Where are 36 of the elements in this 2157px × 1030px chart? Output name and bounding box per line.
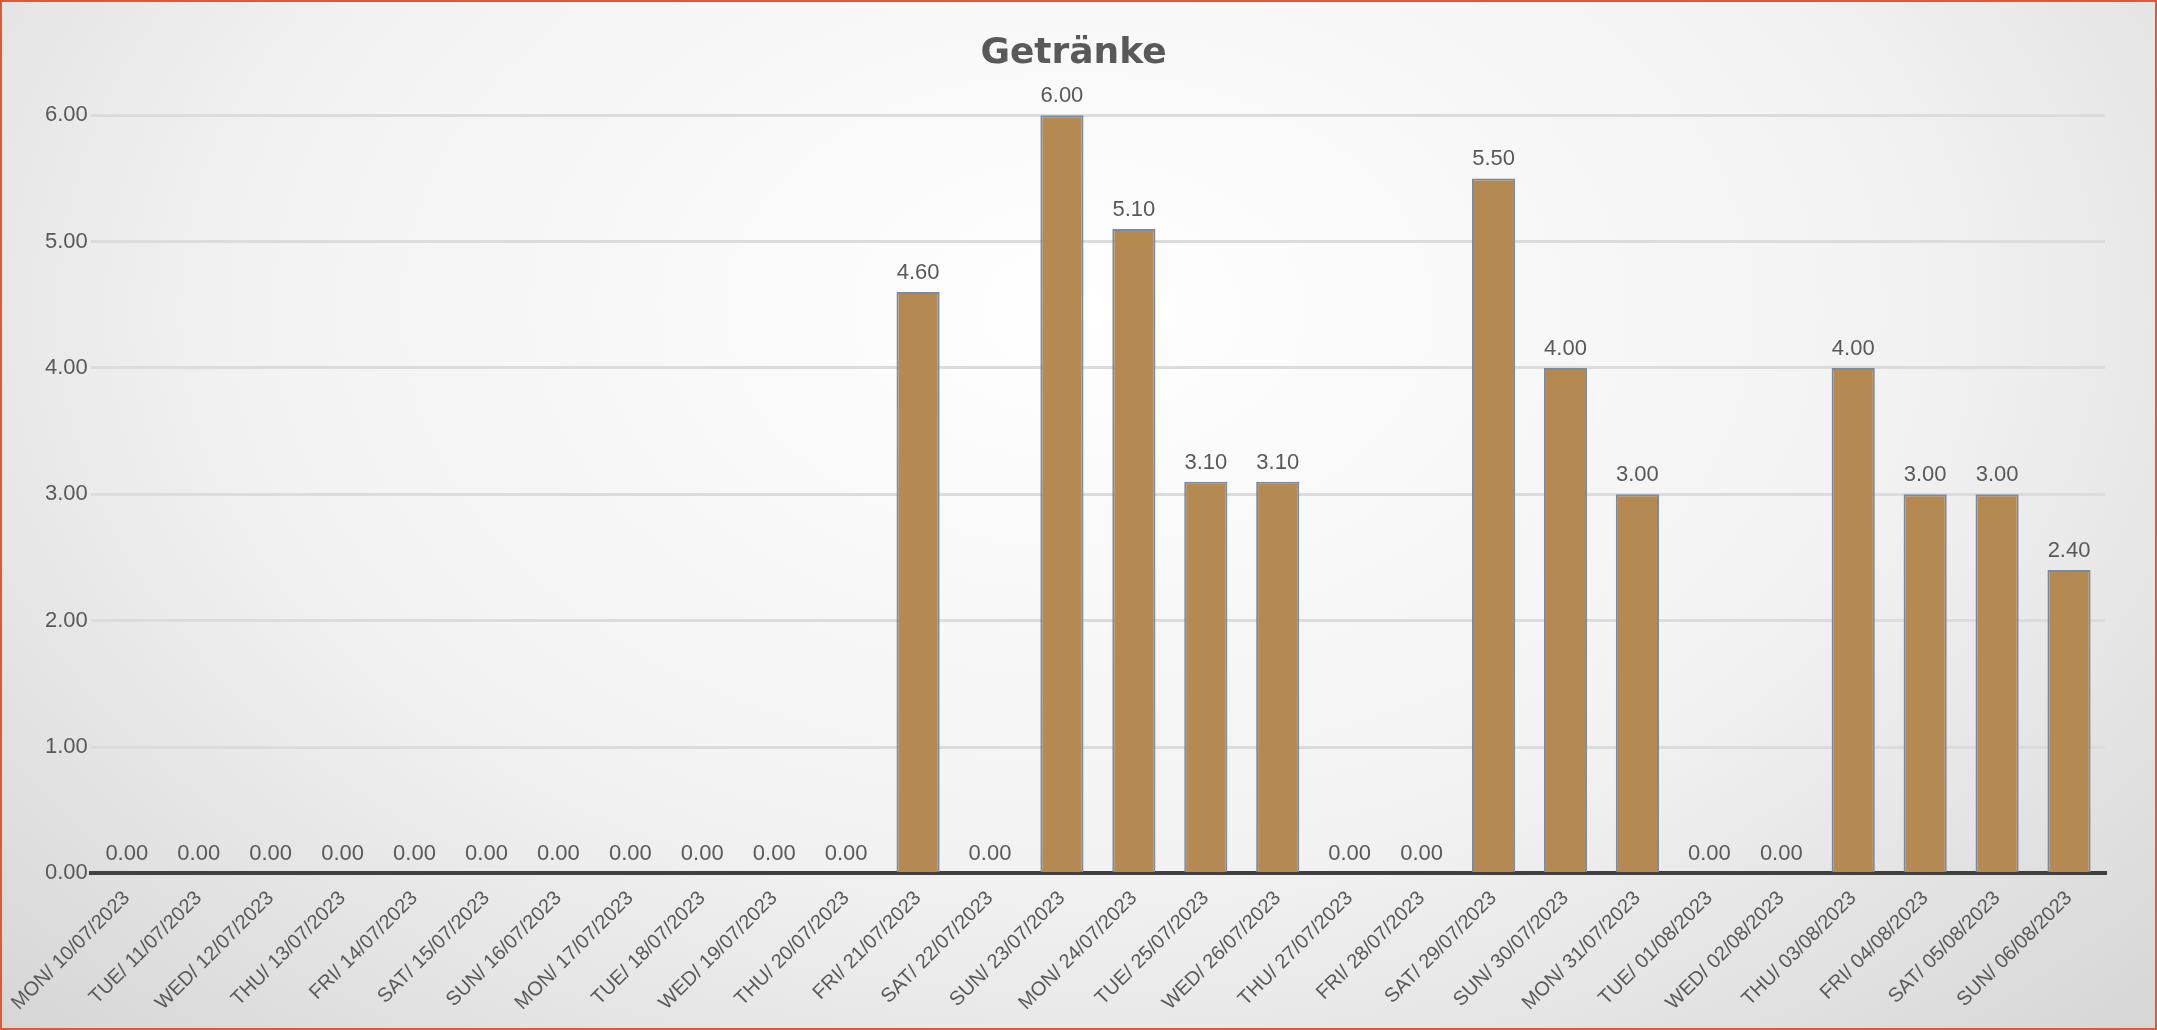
data-label: 3.10 [1184,448,1228,474]
data-label: 0.00 [680,840,724,866]
data-label: 2.40 [2047,537,2091,563]
data-label: 5.10 [1112,195,1156,221]
data-label: 4.00 [1831,335,1875,360]
data-label: 0.00 [393,840,436,866]
data-label: 5.50 [1472,145,1515,171]
y-tick-label: 1.00 [44,733,88,759]
y-tick-label: 2.00 [44,606,88,632]
data-label: 0.00 [1759,840,1803,866]
chart-title: Getränke [980,29,1167,71]
data-label: 0.00 [1328,840,1372,866]
data-label: 3.00 [1903,461,1947,487]
data-label: 4.00 [1544,335,1587,360]
data-label: 0.00 [249,840,293,866]
y-tick-label: 3.00 [44,480,88,506]
data-label: 3.10 [1256,448,1300,474]
data-label: 0.00 [608,840,652,866]
data-label: 0.00 [1687,840,1731,866]
y-tick-label: 6.00 [44,101,88,127]
data-label: 4.60 [896,259,940,285]
y-tick-label: 4.00 [44,354,88,379]
data-label: 0.00 [752,840,796,866]
data-label: 0.00 [824,840,868,866]
data-label: 0.00 [105,840,149,866]
y-tick-label: 0.00 [44,859,88,885]
y-tick-label: 5.00 [44,227,88,253]
data-label: 0.00 [321,840,365,866]
data-label: 0.00 [1400,840,1444,866]
data-label: 6.00 [1040,82,1084,108]
data-label: 3.00 [1616,461,1659,487]
data-label: 0.00 [177,840,221,866]
data-label: 0.00 [465,840,508,866]
data-label: 0.00 [536,840,580,866]
data-label: 0.00 [968,840,1012,866]
data-label: 3.00 [1975,461,2019,487]
